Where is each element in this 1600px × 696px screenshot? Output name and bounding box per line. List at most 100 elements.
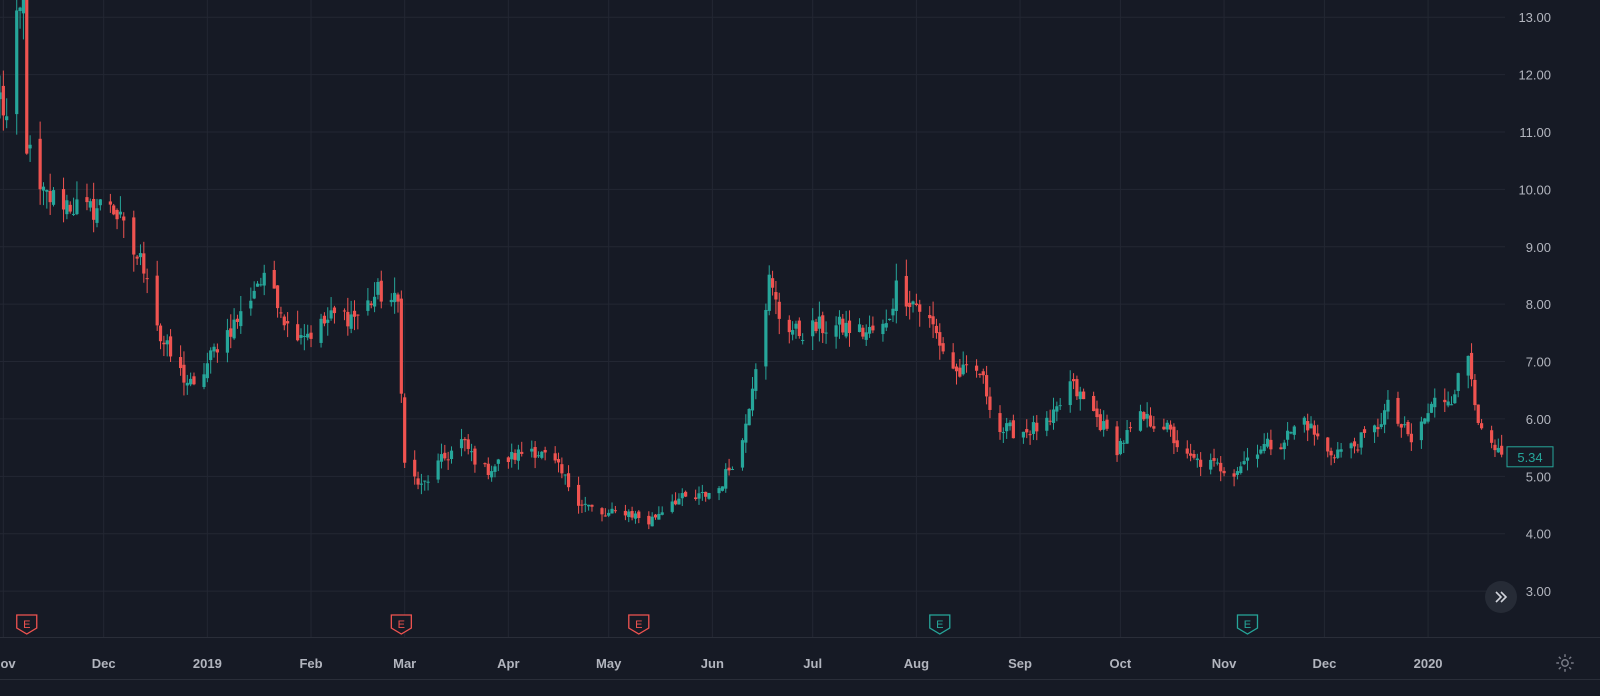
last-price-label: 5.34: [1506, 446, 1554, 468]
candle-body: [41, 186, 46, 191]
candle-body: [1419, 421, 1423, 441]
earnings-marker-label: E: [635, 619, 642, 631]
time-tick-label: Jun: [701, 656, 724, 671]
candle-body: [576, 484, 581, 506]
candle-body: [48, 190, 52, 203]
candle-body: [603, 515, 607, 517]
candle-body: [65, 200, 69, 215]
candle-body: [239, 311, 243, 327]
candle-body: [540, 451, 544, 458]
candle-body: [1376, 427, 1380, 430]
candle-body: [38, 138, 42, 190]
candle-body: [18, 7, 22, 12]
candle-body: [71, 213, 76, 215]
candle-body: [958, 367, 962, 377]
candle-body: [1326, 437, 1330, 452]
candle-body: [918, 304, 922, 312]
candle-body: [1493, 444, 1497, 451]
candle-body: [1055, 406, 1059, 412]
candle-body: [904, 275, 908, 307]
candle-body: [867, 326, 872, 334]
candle-body: [670, 501, 674, 512]
candle-body: [88, 201, 92, 208]
candle-body: [496, 459, 500, 464]
candle-body: [777, 301, 781, 319]
candle-body: [1316, 433, 1320, 437]
candle-body: [1292, 426, 1296, 435]
scroll-to-realtime-button[interactable]: [1485, 581, 1517, 613]
candle-body: [252, 290, 256, 299]
candle-body: [179, 357, 183, 369]
earnings-marker-positive[interactable]: [929, 614, 951, 635]
candle-body: [299, 335, 303, 338]
candle-body: [272, 270, 276, 289]
earnings-marker-negative[interactable]: [390, 614, 412, 635]
earnings-marker-positive[interactable]: [1236, 614, 1259, 635]
candle-body: [1058, 405, 1062, 407]
candle-body: [1356, 449, 1360, 451]
time-tick-label: Aug: [904, 656, 929, 671]
candle-body: [1456, 373, 1460, 392]
earnings-marker-negative[interactable]: [16, 614, 38, 635]
candle-body: [694, 497, 698, 500]
candle-body: [660, 512, 664, 515]
candle-body: [931, 316, 935, 325]
candle-body: [319, 318, 323, 343]
candle-body: [68, 204, 72, 212]
candle-body: [165, 340, 169, 345]
gear-icon[interactable]: [1554, 652, 1576, 674]
candle-body: [1115, 426, 1119, 456]
candle-body: [25, 0, 29, 154]
candle-body: [162, 342, 166, 345]
price-axis[interactable]: 13.00 12.00 11.00 10.00 9.00 8.00 7.00 6.00 5.00…: [1518, 10, 1551, 599]
candle-body: [941, 343, 945, 352]
candle-body: [202, 374, 206, 387]
candle-body: [155, 275, 159, 326]
candle-body: [61, 189, 66, 210]
candle-body: [506, 457, 510, 462]
candle-body: [894, 280, 898, 312]
candle-body: [1152, 426, 1156, 429]
candle-body: [483, 463, 487, 465]
earnings-marker-label: E: [398, 619, 405, 631]
candle-body: [697, 493, 701, 499]
candle-body: [215, 349, 219, 353]
candle-body: [182, 364, 186, 383]
candle-body: [15, 10, 19, 115]
candle-body: [326, 319, 330, 323]
candle-body: [296, 324, 300, 341]
candle-body: [1255, 454, 1260, 459]
candle-body: [205, 363, 209, 379]
candle-body: [1352, 441, 1357, 447]
candle-body: [630, 511, 634, 518]
candle-body: [864, 332, 868, 340]
candle-body: [536, 455, 541, 457]
candle-body: [232, 319, 236, 339]
candle-body: [767, 274, 771, 311]
time-axis[interactable]: Nov Dec 2019 Feb Mar Apr May Jun Jul Aug Sep Oct Nov…: [0, 637, 1600, 680]
last-price-box: [1506, 446, 1554, 468]
candle-body: [1215, 462, 1219, 464]
candle-body: [563, 474, 567, 476]
earnings-marker-negative[interactable]: [628, 614, 650, 635]
candle-body: [794, 323, 798, 329]
candle-body: [1446, 401, 1450, 406]
candle-body: [844, 322, 848, 337]
candle-body: [416, 478, 420, 485]
candle-body: [740, 440, 745, 468]
candle-body: [158, 325, 163, 342]
candle-body: [85, 197, 89, 203]
candle-body: [754, 369, 758, 391]
candle-body: [1336, 449, 1340, 458]
earnings-marker-label: E: [936, 619, 943, 631]
candle-body: [673, 500, 678, 505]
candle-body: [490, 471, 494, 478]
candle-body: [459, 439, 464, 449]
candle-body: [744, 423, 748, 443]
price-tick-label: 7.00: [1526, 355, 1551, 370]
candle-body: [1349, 443, 1353, 449]
candle-body: [466, 439, 470, 449]
